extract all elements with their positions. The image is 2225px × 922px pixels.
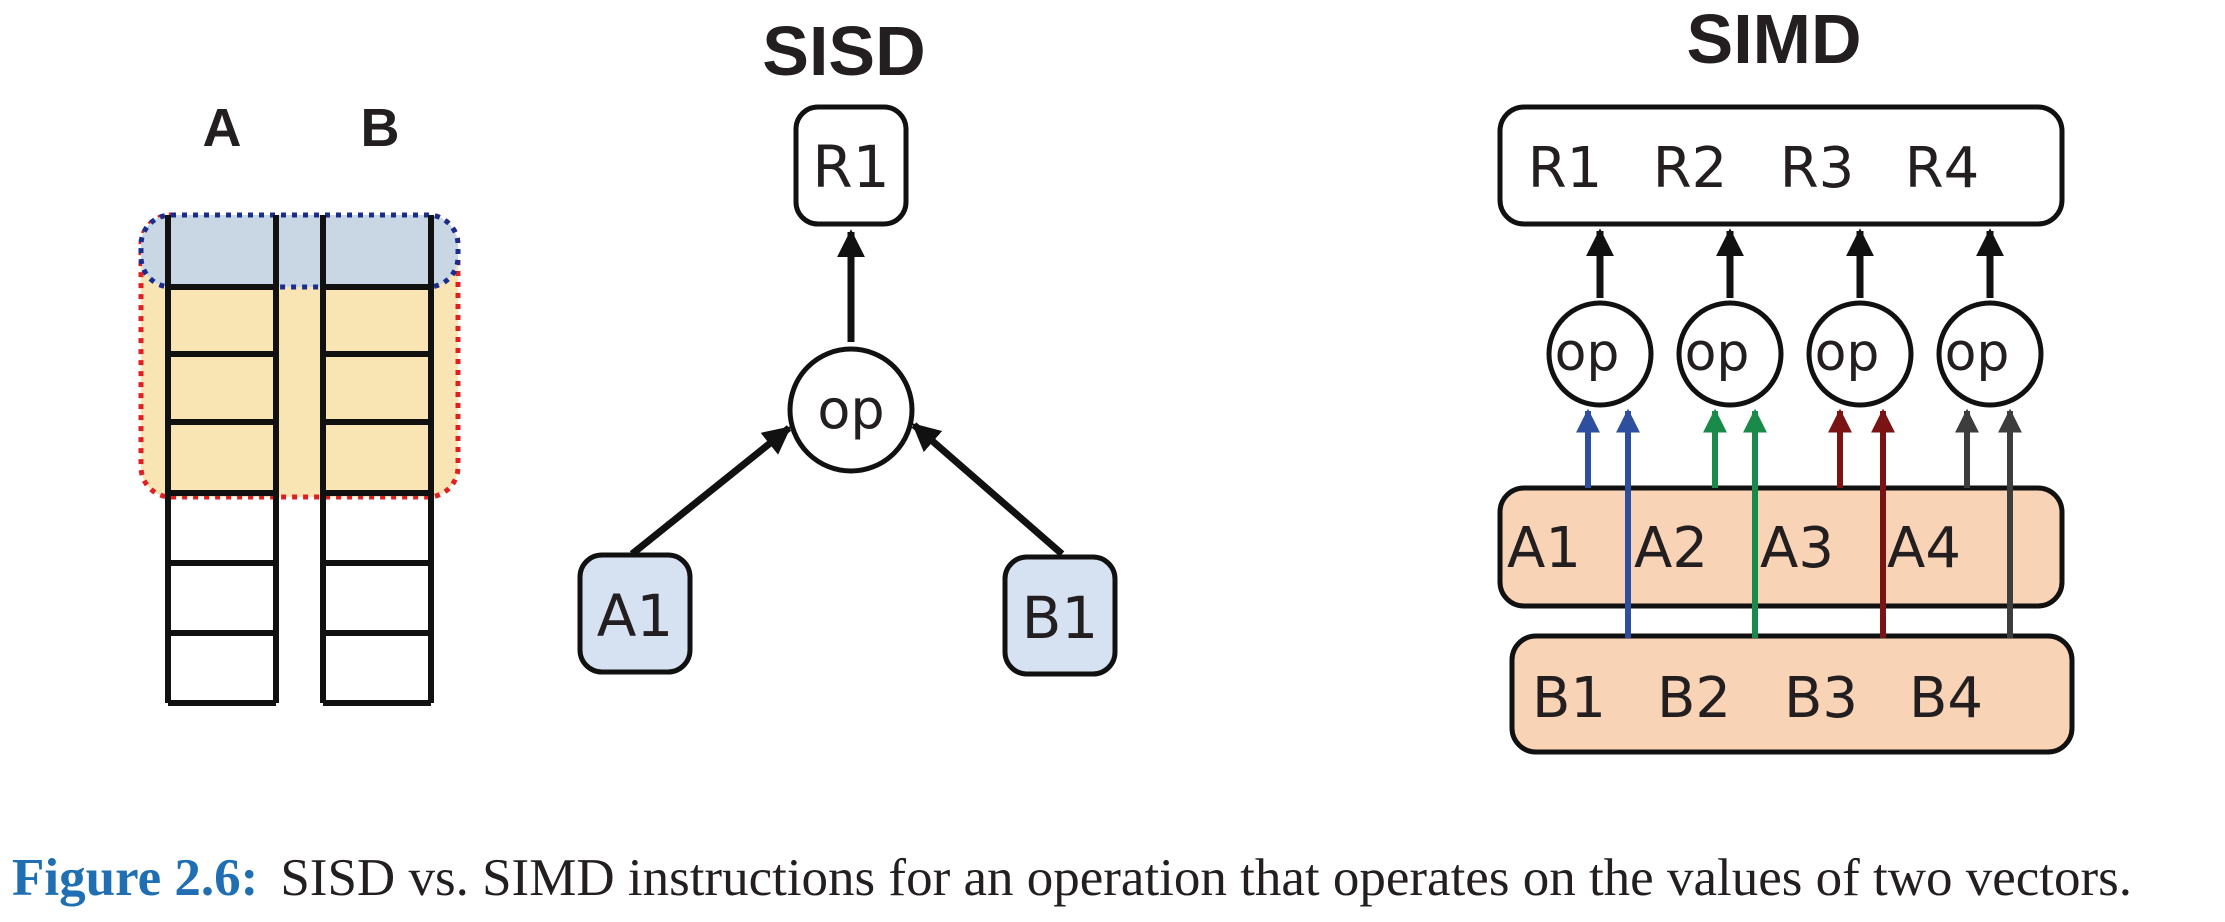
simd-lane-3-arrows [1828,408,1895,638]
column-a-cells [165,215,279,706]
simd-op-label-4: op [1945,323,2010,383]
column-a-label: A [203,98,242,158]
simd-op-label-1: op [1555,323,1620,383]
sisd-input-a-node [577,552,693,675]
sisd-b-to-op-arrow [911,422,1065,557]
simd-op-node-2 [1676,300,1784,408]
simd-b4: B4 [1909,666,1983,731]
simd-op-to-result-arrows [1586,228,2004,298]
sisd-title: SISD [762,12,925,90]
sisd-input-b-node [1002,554,1118,677]
simd-lane-4-arrows [1955,408,2022,638]
simd-result-r4: R4 [1905,136,1980,201]
sisd-diagram: SISD R1 op A1 B1 [577,12,1118,677]
simd-diagram: SIMD R1 R2 R3 R4 op op op op B1 B2 B3 B4… [1497,0,2075,755]
simd-vs-sisd-diagram: A B [138,0,2075,755]
simd-op-label-2: op [1685,323,1750,383]
simd-a2: A2 [1634,516,1708,581]
simd-lane-1-arrows [1576,408,1640,638]
column-b-label: B [361,98,400,158]
simd-op-label-3: op [1815,323,1880,383]
simd-a3: A3 [1760,516,1834,581]
memory-vectors: A B [138,98,461,706]
simd-b3: B3 [1784,666,1858,731]
simd-title: SIMD [1687,0,1862,78]
sisd-input-b-label: B1 [1022,584,1099,652]
simd-vector-b [1509,633,2075,755]
simd-b2: B2 [1657,666,1731,731]
simd-result-r2: R2 [1653,136,1728,201]
simd-lane-2-arrows [1703,408,1767,638]
simd-a4: A4 [1887,516,1961,581]
simd-b1: B1 [1532,666,1606,731]
simd-op-node-1 [1546,300,1654,408]
sisd-result-node [793,104,909,227]
figure-label: Figure 2.6: [12,849,259,907]
simd-op-node-4 [1936,300,2044,408]
figure-caption-text: SISD vs. SIMD instructions for an operat… [280,849,2133,907]
simd-result-r3: R3 [1780,136,1855,201]
sisd-a-to-op-arrow [629,425,792,557]
column-b-cells [320,215,434,706]
sisd-result-label: R1 [812,133,889,201]
sisd-op-node [787,346,915,474]
simd-result-r1: R1 [1528,136,1603,201]
sisd-op-label: op [817,378,884,441]
simd-vector-a [1497,485,2065,609]
figure-caption: Figure 2.6: SISD vs. SIMD instructions fo… [12,848,2222,908]
sisd-row-highlight [138,212,461,290]
sisd-input-a-label: A1 [597,582,674,650]
simd-a1: A1 [1507,516,1581,581]
simd-result-vector [1497,104,2065,227]
simd-op-node-3 [1806,300,1914,408]
